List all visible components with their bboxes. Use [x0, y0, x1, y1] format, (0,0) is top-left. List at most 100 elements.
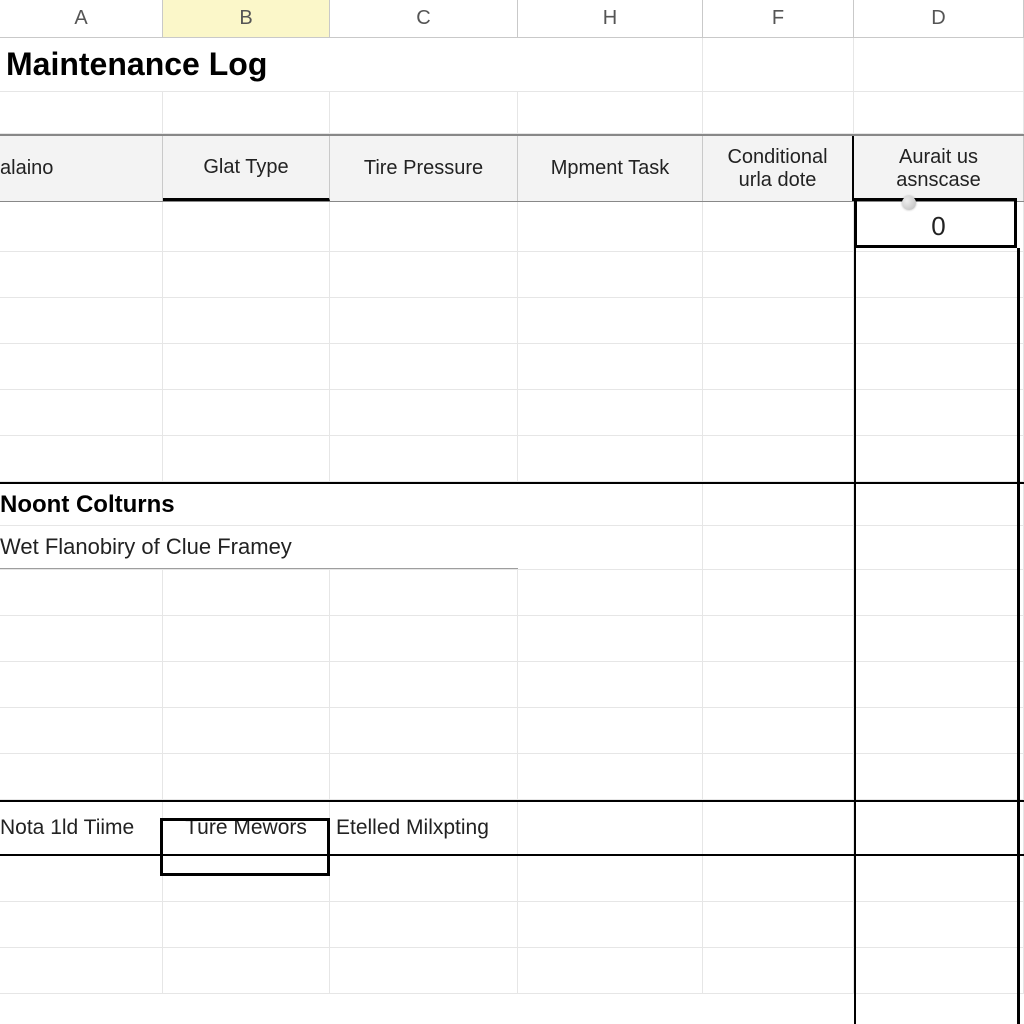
- cell[interactable]: [854, 616, 1024, 661]
- cell[interactable]: [854, 344, 1024, 389]
- cell[interactable]: [854, 526, 1024, 569]
- cell[interactable]: [0, 856, 163, 901]
- cell[interactable]: [854, 802, 1024, 854]
- cell[interactable]: [330, 92, 518, 133]
- cell[interactable]: [518, 856, 703, 901]
- cell[interactable]: [854, 298, 1024, 343]
- cell[interactable]: [854, 948, 1024, 993]
- cell[interactable]: [330, 754, 518, 799]
- cell[interactable]: [518, 390, 703, 435]
- cell[interactable]: [854, 708, 1024, 753]
- cell[interactable]: [518, 298, 703, 343]
- cell[interactable]: [518, 484, 703, 525]
- cell[interactable]: [518, 526, 703, 569]
- col-header-c[interactable]: C: [330, 0, 518, 37]
- cell[interactable]: [703, 802, 854, 854]
- cell[interactable]: [0, 298, 163, 343]
- table-header-b[interactable]: Glat Type: [163, 136, 330, 201]
- selection-handle-icon[interactable]: [902, 196, 916, 210]
- table-header-a[interactable]: alaino: [0, 136, 163, 201]
- bottom-cell-b[interactable]: Ture Mewors: [163, 802, 330, 854]
- cell[interactable]: [518, 948, 703, 993]
- cell[interactable]: [703, 38, 854, 91]
- cell[interactable]: [518, 616, 703, 661]
- cell[interactable]: [163, 202, 330, 251]
- col-header-a[interactable]: A: [0, 0, 163, 37]
- cell[interactable]: [703, 484, 854, 525]
- col-header-b[interactable]: B: [163, 0, 330, 37]
- cell[interactable]: [518, 902, 703, 947]
- bottom-cell-c[interactable]: Etelled Milxpting: [330, 802, 518, 854]
- cell[interactable]: [518, 38, 703, 91]
- cell[interactable]: [0, 754, 163, 799]
- cell[interactable]: [518, 344, 703, 389]
- cell[interactable]: [0, 390, 163, 435]
- cell[interactable]: [703, 902, 854, 947]
- cell[interactable]: [163, 436, 330, 481]
- cell[interactable]: [330, 902, 518, 947]
- cell[interactable]: [703, 856, 854, 901]
- cell[interactable]: [330, 662, 518, 707]
- cell[interactable]: [0, 570, 163, 615]
- cell[interactable]: [330, 298, 518, 343]
- cell[interactable]: [0, 616, 163, 661]
- cell[interactable]: [518, 92, 703, 133]
- cell[interactable]: [703, 202, 854, 251]
- cell[interactable]: [854, 570, 1024, 615]
- cell[interactable]: [330, 948, 518, 993]
- cell[interactable]: [0, 252, 163, 297]
- cell[interactable]: [518, 436, 703, 481]
- cell[interactable]: [163, 616, 330, 661]
- cell[interactable]: [518, 570, 703, 615]
- cell[interactable]: [703, 570, 854, 615]
- cell[interactable]: [0, 708, 163, 753]
- cell[interactable]: [703, 92, 854, 133]
- cell[interactable]: [330, 202, 518, 251]
- cell[interactable]: [703, 298, 854, 343]
- cell[interactable]: [163, 662, 330, 707]
- cell[interactable]: [330, 390, 518, 435]
- cell[interactable]: [163, 902, 330, 947]
- cell[interactable]: [703, 948, 854, 993]
- cell[interactable]: [0, 202, 163, 251]
- cell[interactable]: [330, 436, 518, 481]
- cell[interactable]: [163, 298, 330, 343]
- cell[interactable]: [854, 754, 1024, 799]
- cell[interactable]: [854, 902, 1024, 947]
- cell[interactable]: [163, 92, 330, 133]
- col-header-d[interactable]: D: [854, 0, 1024, 37]
- cell[interactable]: [703, 344, 854, 389]
- cell[interactable]: [703, 662, 854, 707]
- cell[interactable]: [163, 570, 330, 615]
- cell[interactable]: [703, 390, 854, 435]
- cell[interactable]: [854, 856, 1024, 901]
- cell[interactable]: [703, 708, 854, 753]
- cell-d-value[interactable]: 0: [854, 202, 1024, 251]
- cell[interactable]: [703, 436, 854, 481]
- cell[interactable]: [330, 616, 518, 661]
- cell[interactable]: [703, 754, 854, 799]
- cell[interactable]: [330, 708, 518, 753]
- cell[interactable]: [518, 252, 703, 297]
- cell[interactable]: [330, 252, 518, 297]
- cell[interactable]: [0, 92, 163, 133]
- table-header-h[interactable]: Mpment Task: [518, 136, 703, 201]
- cell[interactable]: [703, 616, 854, 661]
- cell[interactable]: [0, 662, 163, 707]
- cell[interactable]: [0, 344, 163, 389]
- cell[interactable]: [518, 708, 703, 753]
- cell[interactable]: [854, 484, 1024, 525]
- col-header-h[interactable]: H: [518, 0, 703, 37]
- cell[interactable]: [163, 754, 330, 799]
- table-header-f[interactable]: Conditional urla dote: [703, 136, 854, 201]
- cell[interactable]: [854, 92, 1024, 133]
- cell[interactable]: [854, 390, 1024, 435]
- cell[interactable]: [163, 856, 330, 901]
- cell[interactable]: [854, 252, 1024, 297]
- cell[interactable]: [703, 526, 854, 569]
- cell[interactable]: [163, 708, 330, 753]
- cell[interactable]: [518, 754, 703, 799]
- cell[interactable]: [330, 570, 518, 615]
- cell[interactable]: [163, 948, 330, 993]
- cell[interactable]: [703, 252, 854, 297]
